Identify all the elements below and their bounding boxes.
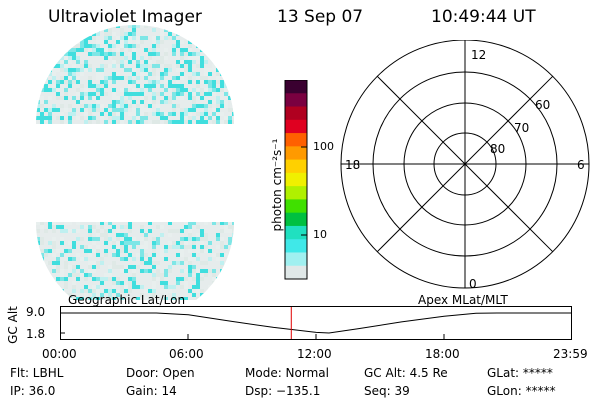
status-gain: Gain: 14 <box>126 384 177 398</box>
colorbar-cell <box>285 146 307 161</box>
timeline-ylabel: GC Alt <box>6 306 20 344</box>
colorbar-cell <box>285 133 307 147</box>
timeline-right-title: Apex MLat/MLT <box>418 293 508 307</box>
status-glon: GLon: ***** <box>487 384 556 398</box>
mlt-label-6: 6 <box>577 158 585 172</box>
lat-label-80: 80 <box>490 142 505 156</box>
colorbar-cell <box>285 212 307 227</box>
x-tick-2359: 23:59 <box>553 347 588 361</box>
instrument-title: Ultraviolet Imager <box>48 7 202 27</box>
colorbar-cell <box>285 252 307 267</box>
status-ip: IP: 36.0 <box>10 384 56 398</box>
colorbar-cell <box>285 239 307 253</box>
x-tick-1800: 18:00 <box>425 347 460 361</box>
polar-plot: 12 18 6 0 60 70 80 <box>340 40 590 291</box>
status-glat: GLat: ***** <box>487 366 553 380</box>
colorbar-cell <box>285 186 307 200</box>
date-label: 13 Sep 07 <box>277 7 364 27</box>
status-dsp: Dsp: −135.1 <box>245 384 321 398</box>
x-tick-0000: 00:00 <box>42 347 77 361</box>
colorbar-cell <box>285 80 307 94</box>
status-seq: Seq: 39 <box>364 384 410 398</box>
status-door: Door: Open <box>126 366 195 380</box>
timeline-ytick-top: 9.0 <box>26 305 46 319</box>
geographic-image-panel <box>36 25 234 300</box>
colorbar-cell <box>285 225 307 240</box>
status-mode: Mode: Normal <box>245 366 329 380</box>
colorbar <box>284 80 308 280</box>
colorbar-cell <box>285 93 307 108</box>
timeline-ytick-bottom: 1.8 <box>26 327 46 341</box>
x-tick-1200: 12:00 <box>297 347 332 361</box>
x-tick-0600: 06:00 <box>169 347 204 361</box>
status-filter: Flt: LBHL <box>10 366 64 380</box>
altitude-timeline <box>60 306 572 340</box>
colorbar-cell <box>285 172 307 187</box>
colorbar-units-label: photon cm⁻²s⁻¹ <box>270 138 284 232</box>
status-gc-alt: GC Alt: 4.5 Re <box>364 366 448 380</box>
mlt-label-0: 0 <box>469 277 477 291</box>
timeline-left-title: Geographic Lat/Lon <box>68 293 186 307</box>
colorbar-cell <box>285 119 307 134</box>
colorbar-cell <box>285 199 307 214</box>
time-label: 10:49:44 UT <box>431 7 536 27</box>
mlt-label-18: 18 <box>345 158 360 172</box>
mlt-label-12: 12 <box>471 48 486 62</box>
colorbar-cell <box>285 159 307 174</box>
colorbar-tick-10: 10 <box>313 228 327 241</box>
colorbar-cell <box>285 265 307 280</box>
lat-label-60: 60 <box>535 98 550 112</box>
colorbar-tick-100: 100 <box>313 140 334 153</box>
colorbar-cell <box>285 106 307 121</box>
globe-upper-segment <box>36 25 234 125</box>
altitude-curve <box>60 312 572 334</box>
lat-label-70: 70 <box>514 121 529 135</box>
globe-lower-segment <box>36 222 234 300</box>
